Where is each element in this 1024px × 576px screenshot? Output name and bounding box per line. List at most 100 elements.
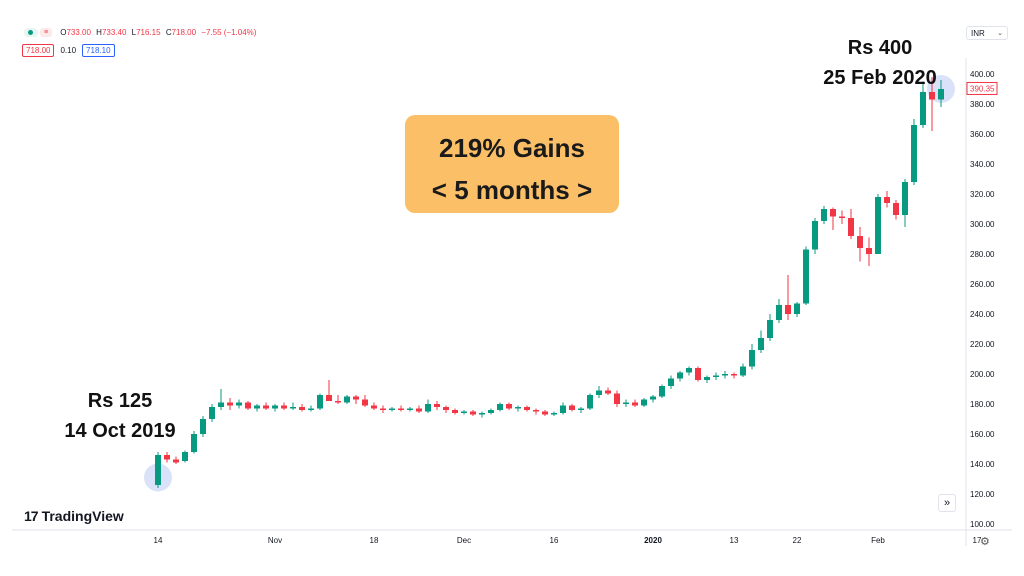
- candle-body: [488, 410, 494, 413]
- time-tick-label: 16: [550, 536, 559, 545]
- price-tick-label: 220.00: [970, 340, 995, 349]
- candle-body: [758, 338, 764, 350]
- candle-body: [524, 407, 530, 410]
- candle-body: [776, 305, 782, 320]
- candle-body: [911, 125, 917, 182]
- candle-body: [596, 390, 602, 395]
- time-tick-label: 13: [730, 536, 739, 545]
- candle-body: [326, 395, 332, 401]
- candle-body: [830, 209, 836, 217]
- chevron-down-icon: ⌄: [997, 30, 1003, 37]
- candle-body: [218, 402, 224, 407]
- time-tick-label: Feb: [871, 536, 885, 545]
- candle-body: [569, 405, 575, 410]
- candle-body: [542, 411, 548, 415]
- candle-body: [272, 405, 278, 409]
- low-label: L: [131, 28, 137, 37]
- candle-body: [479, 413, 485, 415]
- candle-body: [461, 411, 467, 413]
- candle-body: [812, 221, 818, 250]
- candle-body: [839, 216, 845, 218]
- ohlc-legend: ≡ O733.00 H733.40 L716.15 C718.00 −7.55 …: [24, 28, 257, 38]
- candle-body: [731, 374, 737, 376]
- candle-body: [821, 209, 827, 221]
- candle-body: [506, 404, 512, 409]
- price-tick-label: 240.00: [970, 310, 995, 319]
- start-price: Rs 125: [87, 390, 153, 412]
- price-tick-label: 100.00: [970, 520, 995, 529]
- candle-body: [560, 405, 566, 413]
- candle-body: [704, 377, 710, 380]
- price-tick-label: 260.00: [970, 280, 995, 289]
- time-tick-label: 17: [973, 536, 982, 545]
- candle-body: [434, 404, 440, 407]
- candle-body: [299, 407, 305, 410]
- time-tick-label: 14: [154, 536, 163, 545]
- open-label: O: [60, 28, 67, 37]
- price-tick-label: 400.00: [970, 70, 995, 79]
- visibility-icon[interactable]: [24, 28, 38, 38]
- candle-body: [164, 455, 170, 460]
- candle-body: [281, 405, 287, 409]
- high-label: H: [96, 28, 102, 37]
- candle-body: [182, 452, 188, 461]
- candle-body: [722, 374, 728, 376]
- candle-body: [920, 92, 926, 125]
- candle-body: [857, 236, 863, 248]
- candle-body: [173, 459, 179, 463]
- candle-body: [389, 408, 395, 410]
- time-tick-label: 2020: [644, 536, 662, 545]
- candle-body: [641, 399, 647, 406]
- price-tick-label: 120.00: [970, 490, 995, 499]
- candle-body: [425, 404, 431, 412]
- price-tick-label: 360.00: [970, 130, 995, 139]
- candle-body: [893, 203, 899, 215]
- candle-body: [740, 366, 746, 376]
- buy-button[interactable]: 718.10: [82, 44, 115, 57]
- change-value: −7.55 (−1.04%): [201, 28, 257, 37]
- currency-select[interactable]: INR ⌄: [966, 26, 1008, 40]
- candle-body: [317, 395, 323, 409]
- logo-text: TradingView: [41, 508, 124, 524]
- candle-body: [902, 182, 908, 215]
- close-value: 718.00: [171, 28, 197, 37]
- candle-body: [929, 92, 935, 100]
- price-tick-label: 180.00: [970, 400, 995, 409]
- time-tick-label: 18: [370, 536, 379, 545]
- candle-body: [866, 248, 872, 254]
- sell-button[interactable]: 718.00: [22, 44, 55, 57]
- end-annotation: Rs 400 25 Feb 2020: [808, 33, 952, 93]
- time-tick-label: Dec: [457, 536, 471, 545]
- tradingview-logo[interactable]: 17 TradingView: [24, 508, 124, 524]
- candle-body: [785, 305, 791, 314]
- menu-icon[interactable]: ≡: [40, 28, 52, 38]
- candle-body: [614, 393, 620, 404]
- settings-icon[interactable]: ⚙: [980, 536, 990, 548]
- candle-body: [470, 411, 476, 415]
- candle-body: [200, 419, 206, 434]
- scroll-to-latest-button[interactable]: »: [938, 494, 956, 512]
- callout-line-2: < 5 months >: [431, 175, 593, 205]
- candle-body: [695, 368, 701, 380]
- last-price-label: 390.35: [970, 84, 995, 93]
- callout-line-1: 219% Gains: [439, 133, 585, 163]
- price-tick-label: 300.00: [970, 220, 995, 229]
- end-price: Rs 400: [847, 37, 913, 59]
- candle-body: [452, 410, 458, 413]
- end-date: 25 Feb 2020: [823, 67, 937, 89]
- candle-body: [578, 408, 584, 410]
- candle-body: [533, 410, 539, 412]
- candle-body: [353, 396, 359, 400]
- candle-body: [443, 407, 449, 410]
- candle-body: [209, 407, 215, 419]
- candle-body: [686, 368, 692, 373]
- candle-body: [398, 408, 404, 410]
- candle-body: [668, 378, 674, 386]
- candle-body: [587, 395, 593, 409]
- candle-body: [191, 434, 197, 452]
- candle-body: [803, 249, 809, 304]
- candle-body: [254, 405, 260, 409]
- close-label: C: [165, 28, 172, 37]
